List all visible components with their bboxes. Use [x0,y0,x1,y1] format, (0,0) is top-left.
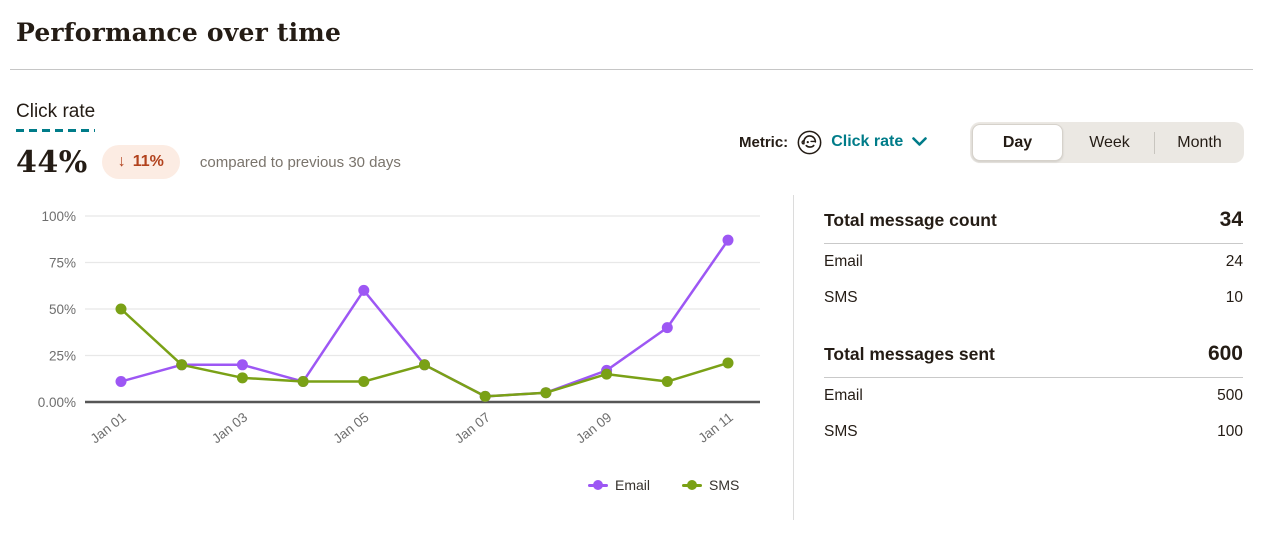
legend-label-email: Email [615,477,651,493]
chart-legend: Email SMS [588,477,739,493]
svg-text:Jan 09: Jan 09 [573,410,614,447]
click-rate-heading[interactable]: Click rate [16,101,95,132]
summary-row-label: SMS [824,289,858,306]
mailchimp-freddie-icon [797,130,822,154]
summary-row: Email 500 [824,378,1243,414]
summary-section-header: Total message count 34 [824,195,1243,244]
summary-row-label: SMS [824,423,858,440]
metric-selector-row: Metric: Click rate [739,128,928,156]
svg-text:Jan 11: Jan 11 [695,410,735,446]
sms-line-marker-icon [682,480,703,491]
performance-chart-svg: 0.00% 25% 50% 75% 100% Jan 01 Jan 03 Jan 05 Jan … [38,209,760,447]
summary-row-value: 500 [1217,387,1243,404]
svg-text:Jan 01: Jan 01 [88,410,129,447]
svg-text:100%: 100% [41,209,76,224]
header-divider [10,69,1253,70]
svg-text:50%: 50% [49,302,76,317]
summary-row-value: 10 [1225,289,1243,306]
svg-text:25%: 25% [49,349,76,364]
svg-text:Jan 05: Jan 05 [330,410,371,447]
metric-label: Metric: [739,133,789,151]
summary-section-title: Total message count [824,210,997,230]
summary-section-title: Total messages sent [824,344,995,364]
granularity-segmented-control: Day Week Month [970,122,1244,163]
email-line-marker-icon [588,480,608,491]
svg-text:75%: 75% [49,256,76,271]
summary-panel: Total message count 34 Email 24 SMS 10 T… [793,195,1251,520]
tab-week[interactable]: Week [1065,122,1154,163]
svg-text:Jan 07: Jan 07 [452,410,493,447]
summary-row: SMS 100 [824,414,1243,450]
summary-section-value: 600 [1207,342,1243,365]
summary-row: Email 24 [824,244,1243,280]
svg-text:Jan 03: Jan 03 [209,410,250,447]
page-title: Performance over time [16,18,342,47]
metric-dropdown-value: Click rate [831,133,904,150]
summary-row-label: Email [824,253,863,270]
segment-divider [1154,131,1155,154]
legend-item-sms: SMS [682,477,739,493]
summary-row: SMS 10 [824,280,1243,316]
metric-dropdown[interactable]: Click rate [831,133,928,151]
legend-item-email: Email [588,477,650,493]
summary-row-value: 100 [1217,423,1243,440]
summary-section-value: 34 [1219,208,1243,231]
down-arrow-icon: ↓ [117,153,126,170]
summary-row-label: Email [824,387,863,404]
summary-row-value: 24 [1225,253,1243,270]
change-badge: ↓ 11% [101,145,180,179]
tab-month[interactable]: Month [1155,122,1244,163]
stat-value: 44% [16,144,88,180]
chevron-down-icon [912,137,928,146]
legend-label-sms: SMS [709,477,740,493]
tab-day[interactable]: Day [972,124,1063,161]
change-value: 11% [132,153,164,170]
svg-text:0.00%: 0.00% [38,395,76,410]
comparison-text: compared to previous 30 days [199,153,401,171]
summary-section-header: Total messages sent 600 [824,329,1243,378]
stat-row: 44% ↓ 11% compared to previous 30 days [16,143,401,181]
